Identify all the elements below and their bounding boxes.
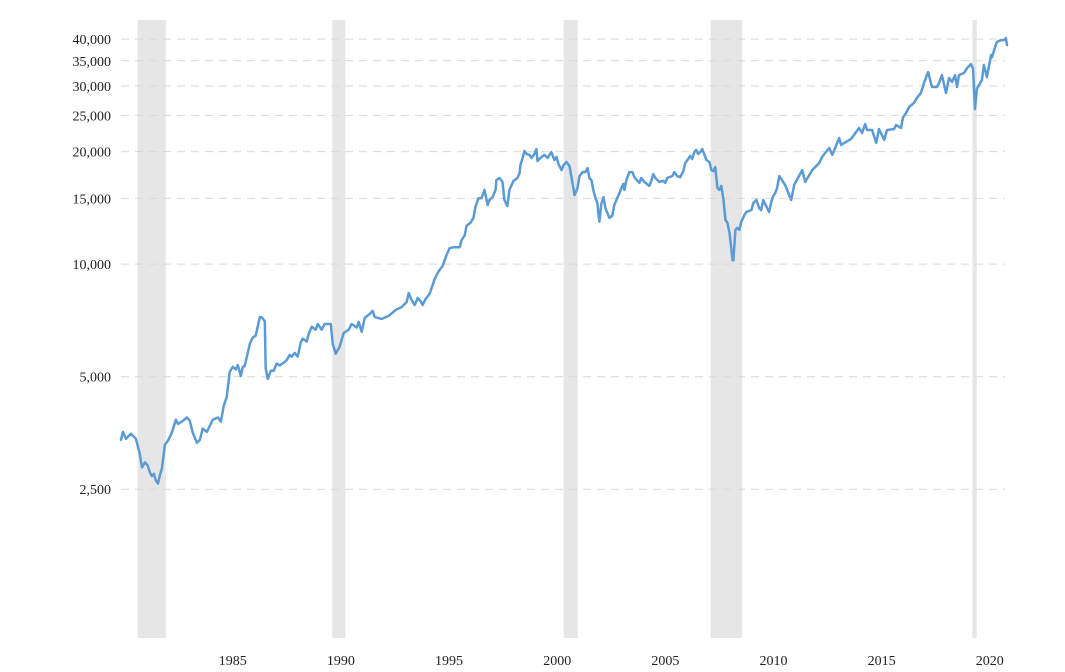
x-tick-label: 2005 xyxy=(651,654,679,669)
y-tick-label: 20,000 xyxy=(73,146,112,161)
x-tick-label: 2010 xyxy=(759,654,787,669)
x-axis-ticks: 1985 1990 1995 2000 2005 2010 2015 2020 xyxy=(219,654,1004,669)
series-line xyxy=(119,36,1009,485)
recession-band xyxy=(563,20,578,638)
x-tick-label: 2015 xyxy=(868,654,896,669)
y-tick-label: 5,000 xyxy=(80,371,112,386)
x-tick-label: 1990 xyxy=(327,654,355,669)
recession-band xyxy=(972,20,977,638)
y-tick-label: 30,000 xyxy=(73,80,112,95)
x-tick-label: 1985 xyxy=(219,654,247,669)
recession-bands xyxy=(137,20,977,638)
x-tick-label: 1995 xyxy=(435,654,463,669)
y-tick-label: 35,000 xyxy=(73,55,112,70)
x-tick-label: 2020 xyxy=(976,654,1004,669)
y-tick-label: 10,000 xyxy=(73,258,112,273)
recession-band xyxy=(137,20,166,638)
y-tick-label: 25,000 xyxy=(73,109,112,124)
y-tick-label: 15,000 xyxy=(73,192,112,207)
y-axis-ticks: 2,500 5,000 10,000 15,000 20,000 25,000 30,000… xyxy=(73,33,112,498)
recession-band xyxy=(710,20,743,638)
y-tick-label: 2,500 xyxy=(80,483,112,498)
recession-band xyxy=(332,20,346,638)
x-tick-label: 2000 xyxy=(543,654,571,669)
gridlines xyxy=(121,38,1005,490)
y-tick-label: 40,000 xyxy=(73,33,112,48)
